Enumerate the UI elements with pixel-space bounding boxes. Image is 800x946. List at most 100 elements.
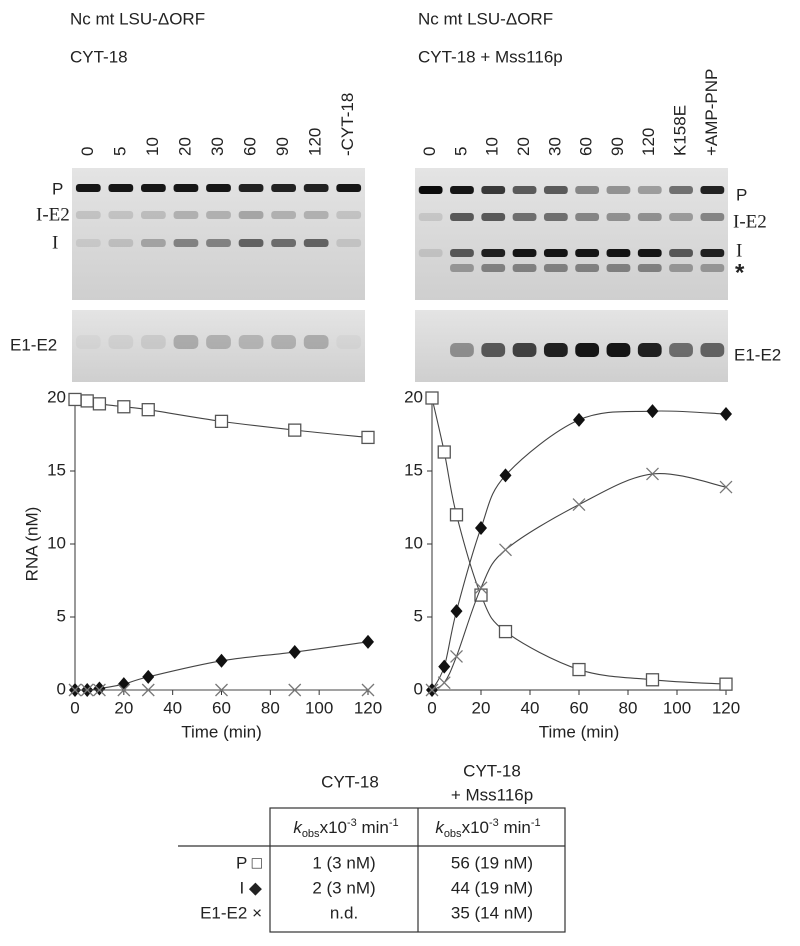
lane-label: 0	[420, 147, 439, 156]
x-axis-label: Time (min)	[181, 722, 262, 741]
column-title: + Mss116p	[451, 785, 533, 804]
data-point	[92, 683, 106, 697]
y-tick-label: 0	[57, 679, 66, 698]
data-point	[215, 683, 228, 697]
x-tick-label: 20	[472, 698, 491, 717]
gel-band	[637, 213, 662, 221]
data-point	[93, 681, 106, 696]
band-label: I	[736, 240, 742, 261]
gel-band	[206, 211, 231, 219]
gel-band	[669, 213, 693, 221]
gel-band	[418, 186, 443, 194]
data-point	[142, 669, 155, 684]
data-point	[117, 400, 131, 414]
data-point	[449, 508, 464, 522]
gel-band	[637, 264, 662, 272]
gel-band	[271, 184, 296, 192]
series-line	[431, 410, 727, 691]
data-point	[141, 403, 155, 417]
data-point	[362, 634, 374, 649]
gel-band	[700, 213, 725, 221]
data-point	[437, 445, 451, 459]
gel-band	[303, 211, 329, 219]
gel-band	[173, 335, 199, 349]
panel-condition: CYT-18	[70, 47, 128, 66]
y-tick-label: 0	[414, 679, 423, 698]
gel-band	[336, 239, 362, 247]
x-axis-label: Time (min)	[539, 722, 620, 741]
data-point	[646, 404, 659, 419]
gel-band	[206, 335, 231, 349]
data-point	[719, 480, 733, 494]
lane-label: 20	[175, 137, 194, 156]
lane-label: 10	[483, 137, 502, 156]
gel-band	[543, 343, 568, 357]
series-line	[431, 397, 727, 685]
gel-band	[450, 213, 474, 221]
gel-band	[418, 249, 443, 257]
lane-label: 30	[545, 137, 564, 156]
lane-label: 0	[78, 147, 97, 156]
gel-band	[512, 264, 537, 272]
column-header: kobsx10-3 min-1	[293, 817, 398, 840]
gel-band	[450, 249, 474, 257]
column-header: kobsx10-3 min-1	[435, 817, 540, 840]
gel-band	[669, 249, 693, 257]
x-tick-label: 60	[570, 698, 589, 717]
series-markers	[425, 391, 733, 691]
header-part: -3	[489, 817, 499, 829]
gel-band	[575, 213, 600, 221]
lane-label: -CYT-18	[338, 93, 357, 156]
table-cell: 44 (19 nM)	[451, 878, 533, 897]
data-point	[572, 498, 586, 512]
series-markers	[69, 634, 374, 697]
data-point	[499, 543, 512, 557]
x-tick-label: 120	[712, 698, 740, 717]
data-point	[361, 683, 375, 697]
lane-label: 20	[514, 137, 533, 156]
gel-band	[575, 264, 600, 272]
gel-band	[238, 335, 264, 349]
row-label: P □	[236, 853, 262, 872]
lane-label: 90	[608, 137, 627, 156]
gel-band	[543, 186, 568, 194]
column-title: CYT-18	[463, 761, 521, 780]
y-tick-label: 5	[57, 606, 66, 625]
header-part: k	[435, 818, 445, 837]
gel-band	[75, 184, 101, 192]
lane-label: 30	[208, 137, 227, 156]
header-part: k	[293, 818, 303, 837]
gel-band	[606, 186, 631, 194]
series-markers	[68, 683, 375, 697]
gel-band	[669, 186, 693, 194]
gel-band	[606, 264, 631, 272]
data-point	[498, 624, 513, 639]
gel-band	[238, 184, 264, 192]
gel-band	[75, 239, 101, 247]
data-point	[117, 677, 130, 692]
gel-band	[141, 211, 166, 219]
x-tick-label: 60	[212, 698, 231, 717]
header-part: obs	[302, 828, 320, 840]
row-label: E1-E2 ×	[200, 903, 262, 922]
y-tick-label: 5	[414, 606, 423, 625]
gel-band	[336, 211, 362, 219]
data-point	[645, 673, 660, 687]
x-tick-label: 100	[663, 698, 691, 717]
data-point	[437, 676, 451, 690]
data-point	[450, 604, 463, 619]
data-point	[288, 645, 301, 660]
gel-band	[450, 186, 474, 194]
x-tick-label: 40	[521, 698, 540, 717]
gel-band	[481, 249, 506, 257]
data-point	[68, 392, 82, 407]
table-cell: 1 (3 nM)	[312, 853, 375, 872]
gel-band	[637, 249, 662, 257]
gel-band	[669, 343, 693, 357]
y-tick-label: 20	[404, 387, 423, 406]
lane-label: 120	[306, 128, 325, 156]
lane-label: K158E	[671, 105, 690, 156]
column-title: CYT-18	[321, 772, 379, 791]
lane-label: 10	[143, 137, 162, 156]
series-markers	[426, 404, 732, 697]
